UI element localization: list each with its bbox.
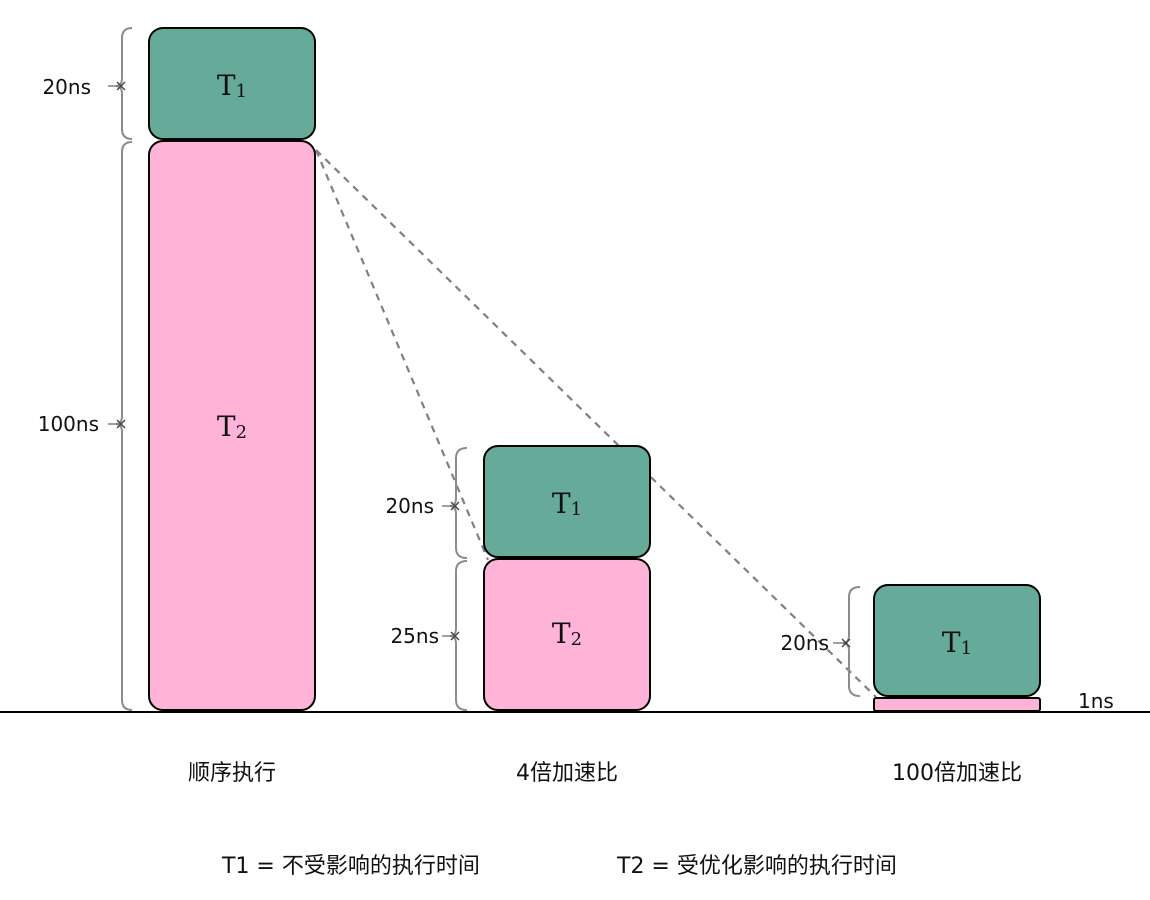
column-4x-speedup: T1 T2 20ns 25ns 4倍加速比	[385, 445, 651, 786]
legend-t2: T2 = 受优化影响的执行时间	[616, 854, 897, 879]
column-100x-speedup: T1 20ns 1ns 100倍加速比	[780, 584, 1114, 786]
connector-line-to-4x	[314, 149, 490, 561]
caption-100x: 100倍加速比	[892, 761, 1022, 786]
t1-label-4x: T1	[552, 487, 582, 520]
t2-block-4x	[483, 558, 651, 711]
t1-block-4x	[483, 445, 651, 558]
caption-4x: 4倍加速比	[516, 761, 618, 786]
t1-label-sequential: T1	[217, 69, 247, 102]
t2-duration-sequential: 100ns	[38, 412, 99, 436]
t1-duration-sequential: 20ns	[42, 75, 91, 99]
t2-label-4x: T2	[552, 617, 582, 650]
t2-duration-100x: 1ns	[1078, 689, 1114, 713]
t2-block-100x	[873, 697, 1041, 712]
column-sequential: T1 T2 20ns 100ns 顺序执行	[38, 27, 316, 786]
t2-label-sequential: T2	[217, 410, 247, 443]
t2-block-sequential	[148, 140, 316, 711]
t1-block-sequential	[148, 27, 316, 140]
legend-t1: T1 = 不受影响的执行时间	[221, 854, 480, 879]
t1-block-100x	[873, 584, 1041, 697]
t1-label-100x: T1	[942, 626, 972, 659]
caption-sequential: 顺序执行	[188, 761, 276, 786]
t2-brace-4x	[449, 560, 468, 711]
t1-duration-100x: 20ns	[780, 631, 829, 655]
t1-duration-4x: 20ns	[385, 494, 434, 518]
t2-duration-4x: 25ns	[390, 624, 439, 648]
connector-line-to-100x	[315, 149, 877, 698]
